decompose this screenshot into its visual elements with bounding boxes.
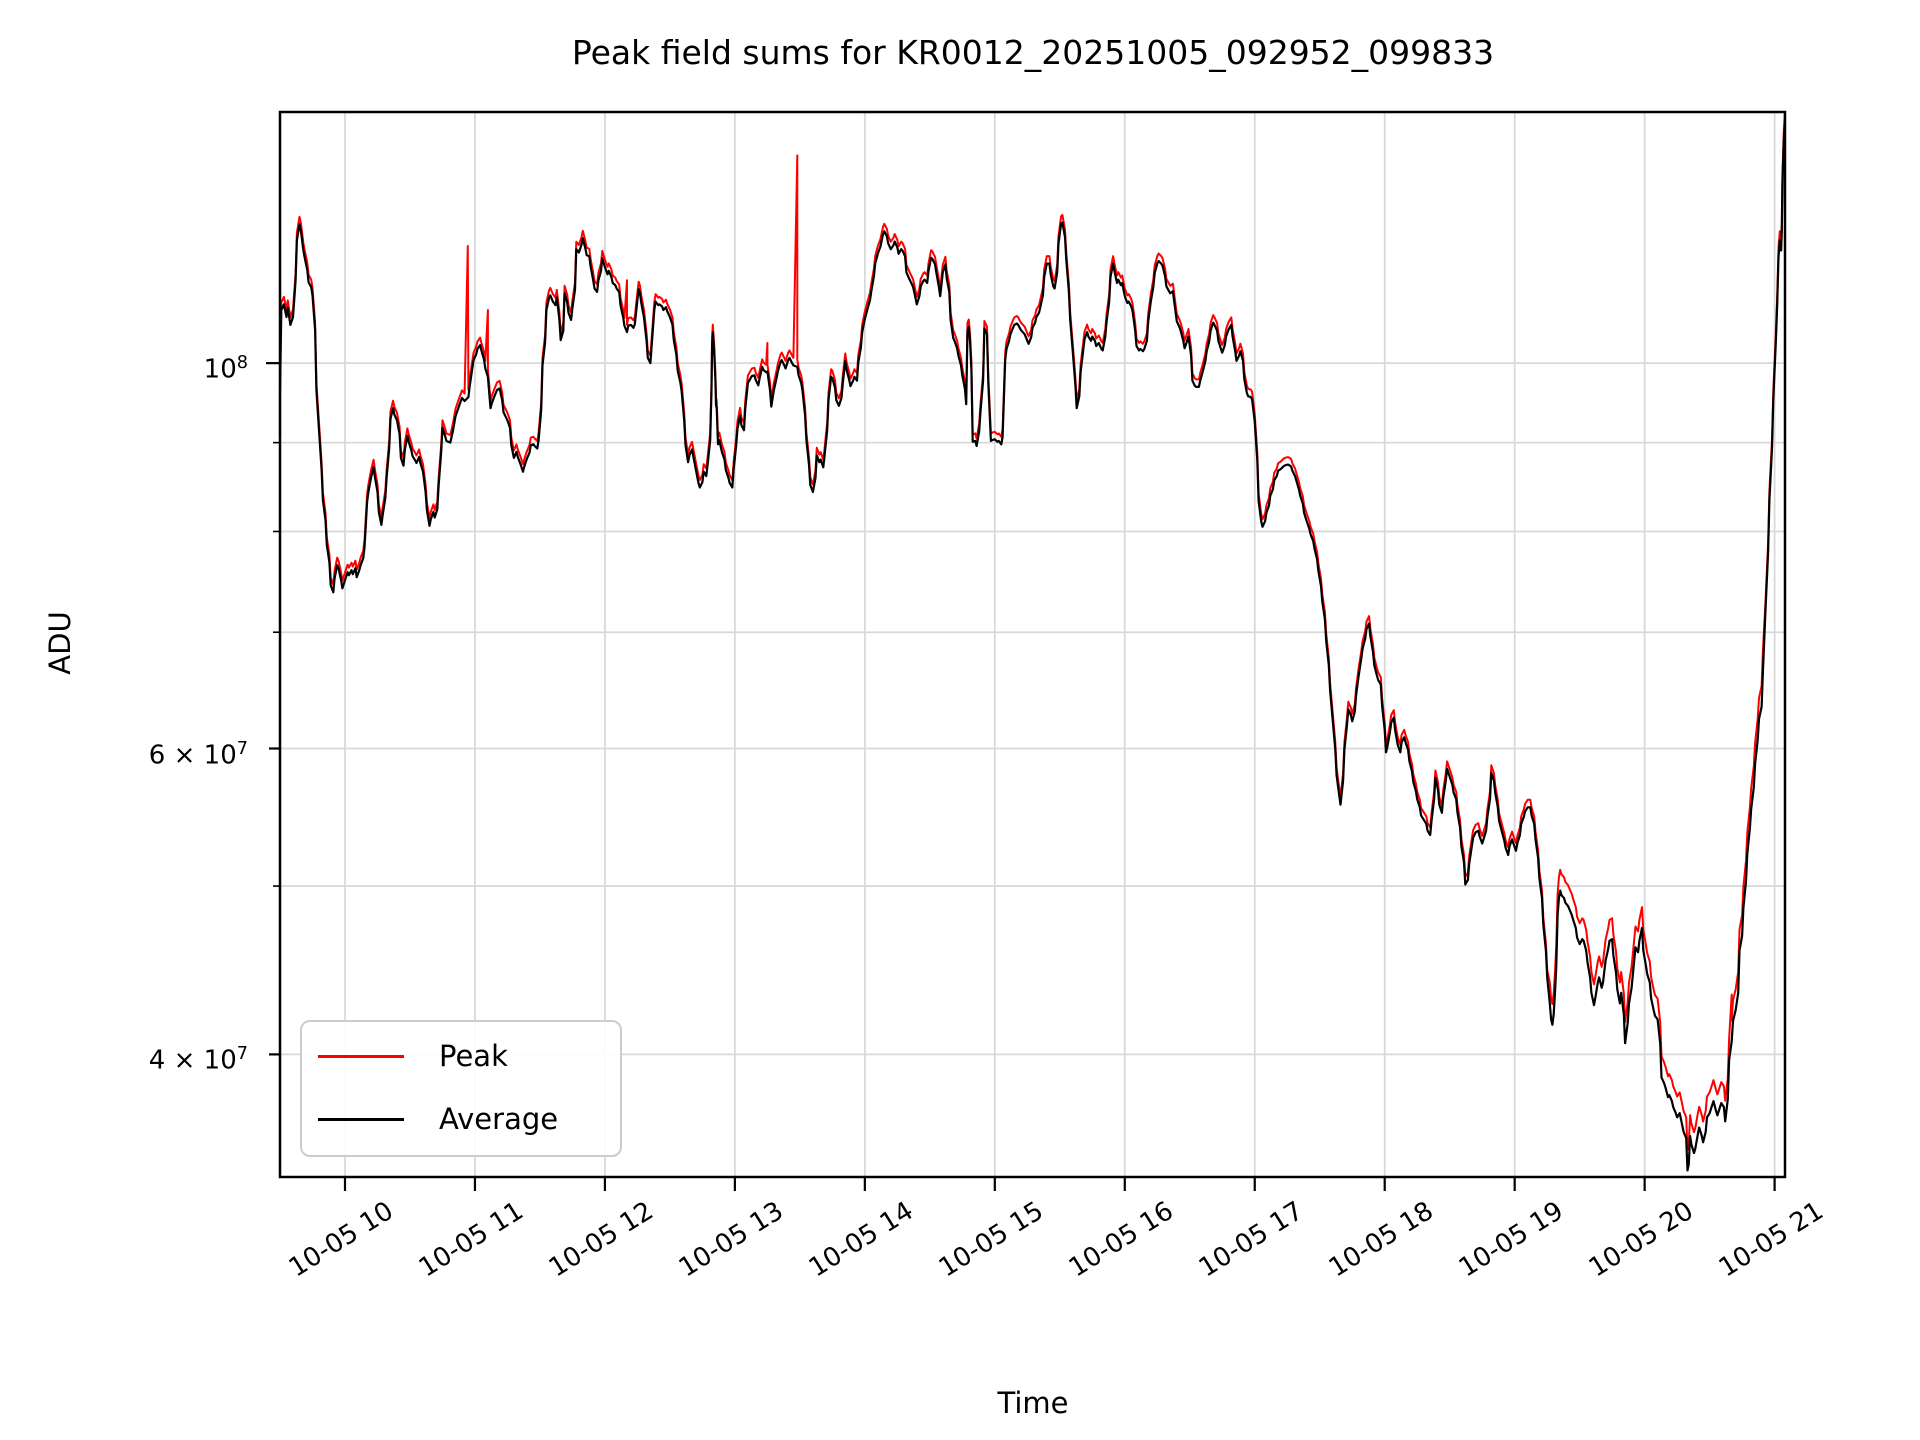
legend: Peak Average bbox=[300, 1020, 622, 1157]
legend-average-label: Average bbox=[439, 1102, 559, 1136]
y-tick-label: 108 bbox=[203, 353, 248, 385]
x-axis-label: Time bbox=[997, 1386, 1069, 1420]
axes-spines bbox=[278, 110, 1787, 1179]
y-axis-label: ADU bbox=[43, 611, 77, 675]
legend-peak-line-sample bbox=[318, 1055, 404, 1058]
y-tick-label: 4 × 107 bbox=[148, 1044, 248, 1077]
series-peak-line bbox=[279, 111, 1786, 1151]
legend-peak-label: Peak bbox=[439, 1039, 508, 1073]
chart-title: Peak field sums for KR0012_20251005_0929… bbox=[571, 33, 1495, 72]
legend-average-line-sample bbox=[318, 1118, 404, 1121]
series-average-line bbox=[278, 120, 1787, 1172]
y-tick-label: 6 × 107 bbox=[148, 738, 248, 771]
